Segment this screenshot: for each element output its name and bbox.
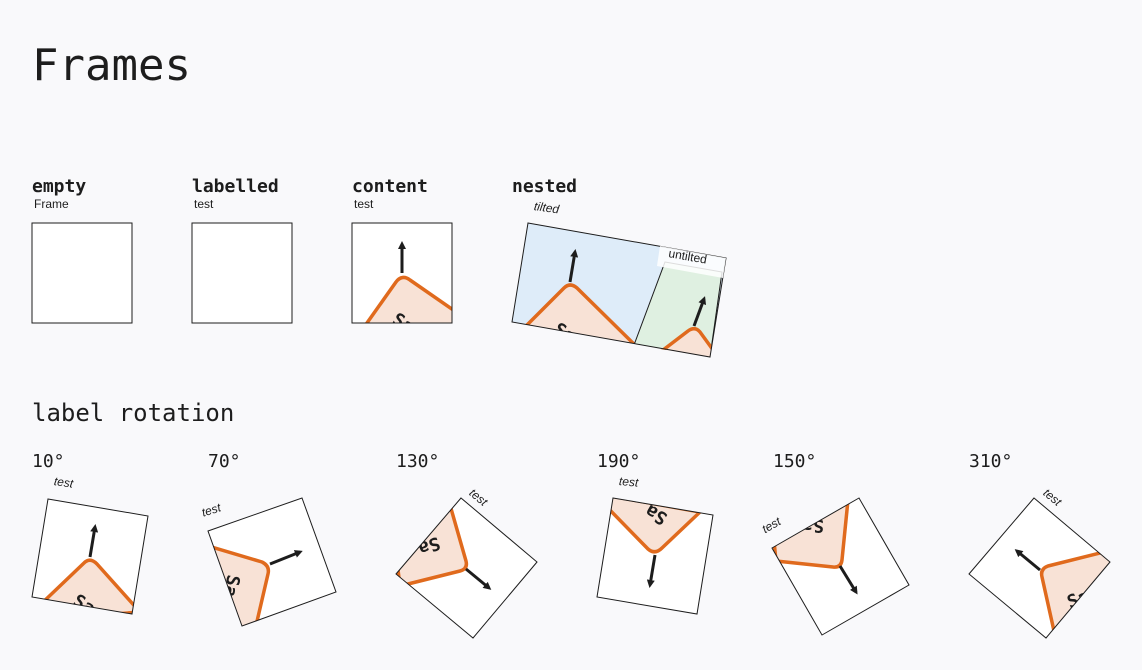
frame-rot-190: Sa [596, 497, 714, 615]
angle-name-10: 10° [32, 451, 65, 472]
frame-labelled [191, 222, 293, 324]
frame-label-nested-inner: untilted [667, 246, 708, 267]
frame-rot-130: Sa [395, 497, 538, 639]
frame-rot-10: Sa [31, 498, 149, 615]
angle-name-130: 130° [396, 451, 440, 472]
frame-empty [31, 222, 133, 324]
frame-label-content: test [354, 197, 374, 211]
frame-rot-70: Sa [207, 497, 337, 627]
demo-name-nested: nested [512, 176, 578, 197]
demo-name-empty: empty [32, 176, 87, 197]
angle-name-310: 310° [969, 451, 1013, 472]
frame-content: Sa [351, 222, 453, 324]
frame-label-empty: Frame [34, 197, 69, 211]
frame-rot-310: Sa [968, 497, 1111, 639]
shape-glyph-rot-150: Sa [802, 515, 824, 536]
demo-name-content: content [352, 176, 428, 197]
section-title-label-rotation: label rotation [32, 399, 235, 427]
demo-name-labelled: labelled [192, 176, 279, 197]
frame-nested: Sa untilted [511, 222, 727, 358]
angle-name-190: 190° [597, 451, 641, 472]
angle-name-150: 150° [773, 451, 817, 472]
frame-label-labelled: test [194, 197, 214, 211]
frame-rot-150: Sa [771, 497, 910, 636]
page-title: Frames [32, 40, 191, 91]
angle-name-70: 70° [208, 451, 241, 472]
